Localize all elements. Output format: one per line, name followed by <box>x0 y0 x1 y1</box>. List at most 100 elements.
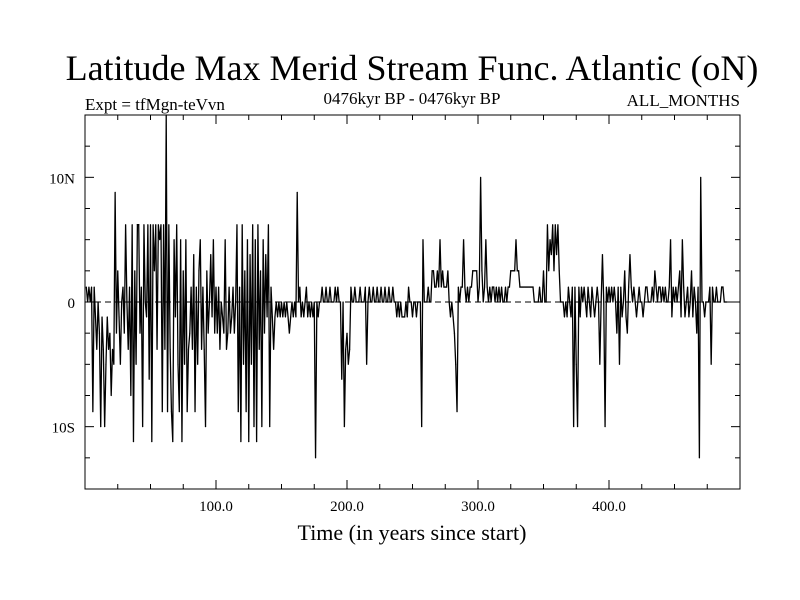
data-point <box>642 316 644 318</box>
data-point <box>219 348 221 350</box>
data-point <box>269 426 271 428</box>
data-point <box>457 286 459 288</box>
data-point <box>611 286 613 288</box>
data-point <box>190 286 192 288</box>
data-point <box>532 286 534 288</box>
data-point <box>435 286 437 288</box>
data-point <box>254 239 256 241</box>
data-point <box>331 301 334 303</box>
data-point <box>210 254 212 256</box>
data-point <box>490 301 492 303</box>
data-point <box>291 301 293 303</box>
data-point <box>385 301 387 303</box>
data-point <box>696 332 698 334</box>
data-point <box>561 301 563 303</box>
data-point <box>199 239 201 241</box>
data-point <box>101 316 103 318</box>
data-point <box>578 286 580 288</box>
data-point <box>540 301 542 303</box>
data-point <box>693 286 695 288</box>
data-point <box>462 239 465 241</box>
data-point <box>533 301 535 303</box>
data-point <box>638 286 640 288</box>
data-point <box>134 270 136 272</box>
data-point <box>726 301 728 303</box>
chart-title: Latitude Max Merid Stream Func. Atlantic… <box>66 48 759 88</box>
data-point <box>460 286 462 288</box>
data-point <box>263 332 266 334</box>
data-point <box>238 286 241 288</box>
data-point <box>633 286 635 288</box>
data-point <box>453 332 456 334</box>
data-point <box>537 301 539 303</box>
data-point <box>328 301 330 303</box>
data-point <box>273 348 275 350</box>
data-point <box>680 316 682 318</box>
data-point <box>692 316 694 318</box>
data-point <box>312 316 314 318</box>
data-point <box>512 270 514 272</box>
data-point <box>401 316 403 318</box>
data-point <box>173 239 175 241</box>
data-point <box>292 316 294 318</box>
data-point <box>98 332 101 334</box>
data-point <box>274 316 276 318</box>
data-point <box>605 286 607 288</box>
data-point <box>423 301 425 303</box>
data-point <box>329 286 331 288</box>
data-point <box>700 176 702 178</box>
data-point <box>125 224 127 226</box>
data-point <box>515 239 517 241</box>
data-point <box>656 301 659 303</box>
data-point <box>614 301 617 303</box>
data-point <box>131 224 133 226</box>
data-point <box>155 224 157 226</box>
data-point <box>105 363 107 365</box>
data-point <box>569 301 571 303</box>
data-point <box>508 286 511 288</box>
data-point <box>309 316 311 318</box>
data-point <box>287 316 289 318</box>
data-point <box>480 176 482 178</box>
data-point <box>673 301 676 303</box>
data-point <box>659 286 661 288</box>
data-point <box>717 301 719 303</box>
data-point <box>641 301 643 303</box>
data-point <box>183 363 186 365</box>
data-point <box>519 286 521 288</box>
data-point <box>715 286 718 288</box>
data-point <box>493 286 495 288</box>
data-point <box>516 270 518 272</box>
data-point <box>419 301 421 303</box>
data-point <box>591 286 593 288</box>
data-point <box>364 286 366 288</box>
data-point <box>565 301 567 303</box>
data-point <box>465 301 467 303</box>
data-point <box>261 426 263 428</box>
data-point <box>558 270 560 272</box>
data-point <box>100 426 102 428</box>
data-point <box>698 457 700 459</box>
y-tick-label: 10N <box>49 171 75 187</box>
data-point <box>257 224 259 226</box>
data-point <box>266 316 268 318</box>
data-point <box>97 301 99 303</box>
data-point <box>301 301 304 303</box>
data-point <box>628 286 630 288</box>
data-point <box>664 286 666 288</box>
data-point <box>504 286 507 288</box>
data-point <box>286 301 288 303</box>
data-point <box>500 286 503 288</box>
data-point <box>360 301 363 303</box>
data-point <box>145 316 148 318</box>
data-point <box>288 332 290 334</box>
data-point <box>444 286 446 288</box>
data-point <box>398 316 400 318</box>
data-point <box>506 301 508 303</box>
data-point <box>140 286 142 288</box>
data-point <box>387 301 389 303</box>
data-point <box>341 378 343 380</box>
data-point <box>562 301 564 303</box>
data-point <box>390 301 393 303</box>
